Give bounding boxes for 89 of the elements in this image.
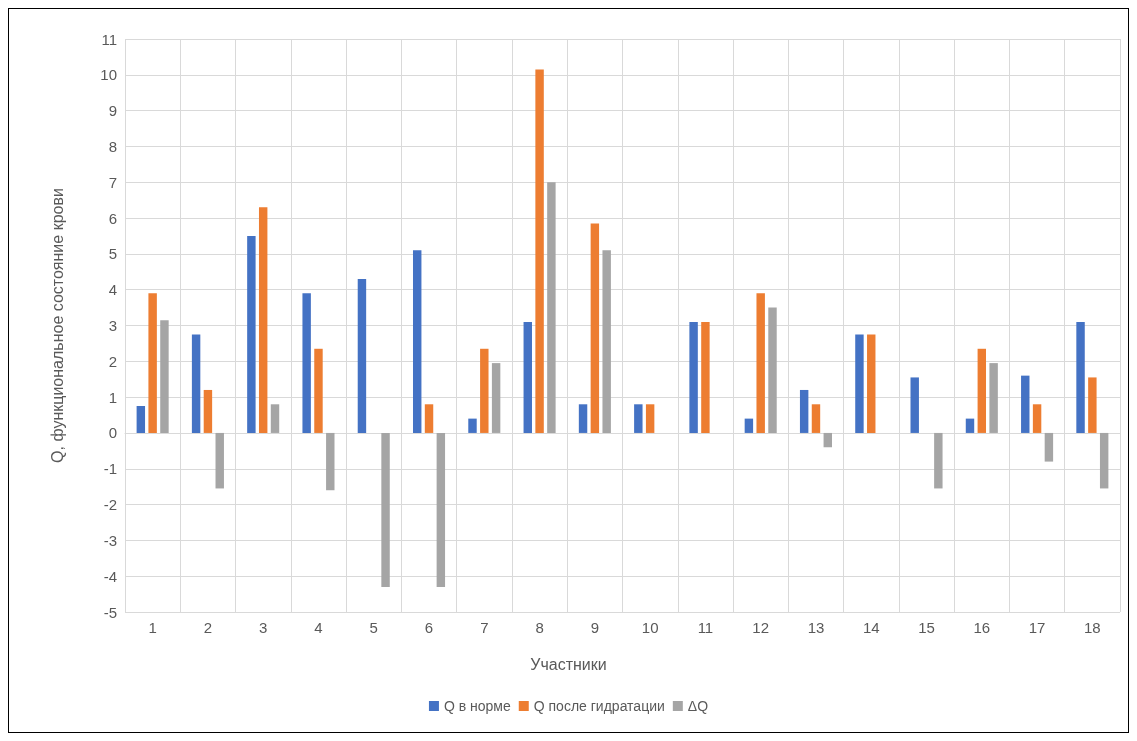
bar <box>1099 432 1109 489</box>
bar <box>977 348 987 433</box>
y-tick-label: -5 <box>103 603 117 621</box>
x-tick-label: 18 <box>1084 619 1101 636</box>
bar <box>357 278 367 433</box>
bar <box>756 293 765 433</box>
bar <box>381 432 390 587</box>
bar <box>547 182 556 433</box>
x-tick-label: 10 <box>641 619 659 636</box>
bar <box>468 418 477 433</box>
x-tick-label: 5 <box>369 619 378 636</box>
bar <box>701 321 710 433</box>
y-tick-label: 0 <box>108 424 117 442</box>
legend-label: Q в норме <box>443 698 511 714</box>
bar <box>1044 432 1054 462</box>
y-tick-label: 7 <box>108 173 117 191</box>
y-tick-label: 11 <box>101 30 117 48</box>
bar <box>535 69 544 433</box>
x-tick-label: 15 <box>918 619 935 636</box>
bar <box>247 235 256 433</box>
bar <box>965 418 975 433</box>
bar <box>413 250 422 433</box>
bar <box>634 404 643 433</box>
bar <box>1021 375 1030 433</box>
bar <box>855 334 864 433</box>
bar <box>491 363 501 433</box>
bar <box>480 348 489 433</box>
bar <box>191 334 201 433</box>
bar <box>302 293 311 433</box>
x-tick-label: 1 <box>148 619 157 636</box>
y-tick-label: -1 <box>103 460 117 478</box>
bar <box>602 250 611 433</box>
y-tick-label: 9 <box>108 102 117 120</box>
y-tick-label: -3 <box>103 531 117 549</box>
legend-label: ΔQ <box>687 698 709 714</box>
bar <box>1032 404 1042 433</box>
x-tick-label: 2 <box>203 619 213 636</box>
y-tick-label: 6 <box>108 209 117 227</box>
x-axis-title: Участники <box>530 655 607 673</box>
bar <box>424 404 434 433</box>
bar <box>160 320 169 433</box>
bar <box>823 432 832 448</box>
bar <box>258 207 268 433</box>
y-tick-label: 3 <box>108 317 117 334</box>
x-tick-label: 9 <box>590 619 600 636</box>
bar <box>867 334 876 433</box>
bar <box>436 432 446 587</box>
y-tick-label: 1 <box>108 388 117 406</box>
bar <box>1088 377 1097 433</box>
y-tick-label: 10 <box>100 66 117 84</box>
y-tick-label: -4 <box>103 567 117 585</box>
x-tick-label: 3 <box>259 619 268 636</box>
bar <box>314 348 323 433</box>
bar <box>523 321 532 433</box>
bar <box>270 404 280 433</box>
x-tick-label: 14 <box>862 619 880 636</box>
bar <box>645 404 655 433</box>
x-tick-label: 12 <box>752 619 770 636</box>
x-tick-label: 6 <box>424 619 434 636</box>
x-tick-label: 13 <box>807 619 825 636</box>
bar <box>811 404 821 433</box>
x-tick-label: 11 <box>697 619 714 636</box>
y-axis-title: Q, функциональное состояние крови <box>48 188 66 463</box>
bar <box>689 321 698 433</box>
bar <box>744 418 754 433</box>
bar <box>1076 321 1085 433</box>
y-tick-label: 2 <box>108 352 117 370</box>
bar <box>215 432 224 489</box>
x-tick-label: 8 <box>535 619 544 636</box>
bar <box>326 432 335 491</box>
x-tick-label: 17 <box>1028 619 1046 636</box>
y-tick-label: 5 <box>108 245 117 263</box>
y-tick-label: -2 <box>103 496 117 514</box>
x-tick-label: 16 <box>973 619 991 636</box>
bar <box>910 377 919 433</box>
legend-label: Q после гидратации <box>533 698 665 714</box>
y-tick-label: 4 <box>108 281 117 299</box>
y-tick-label: 8 <box>108 137 117 155</box>
bar <box>136 406 146 433</box>
bar <box>203 389 213 433</box>
bar <box>799 389 809 433</box>
bar <box>934 432 943 489</box>
bar <box>768 307 777 433</box>
x-tick-label: 4 <box>314 619 323 636</box>
bar <box>578 404 588 433</box>
x-tick-label: 7 <box>480 619 489 636</box>
bar <box>989 363 998 433</box>
bar <box>148 293 157 433</box>
bar <box>590 223 600 433</box>
